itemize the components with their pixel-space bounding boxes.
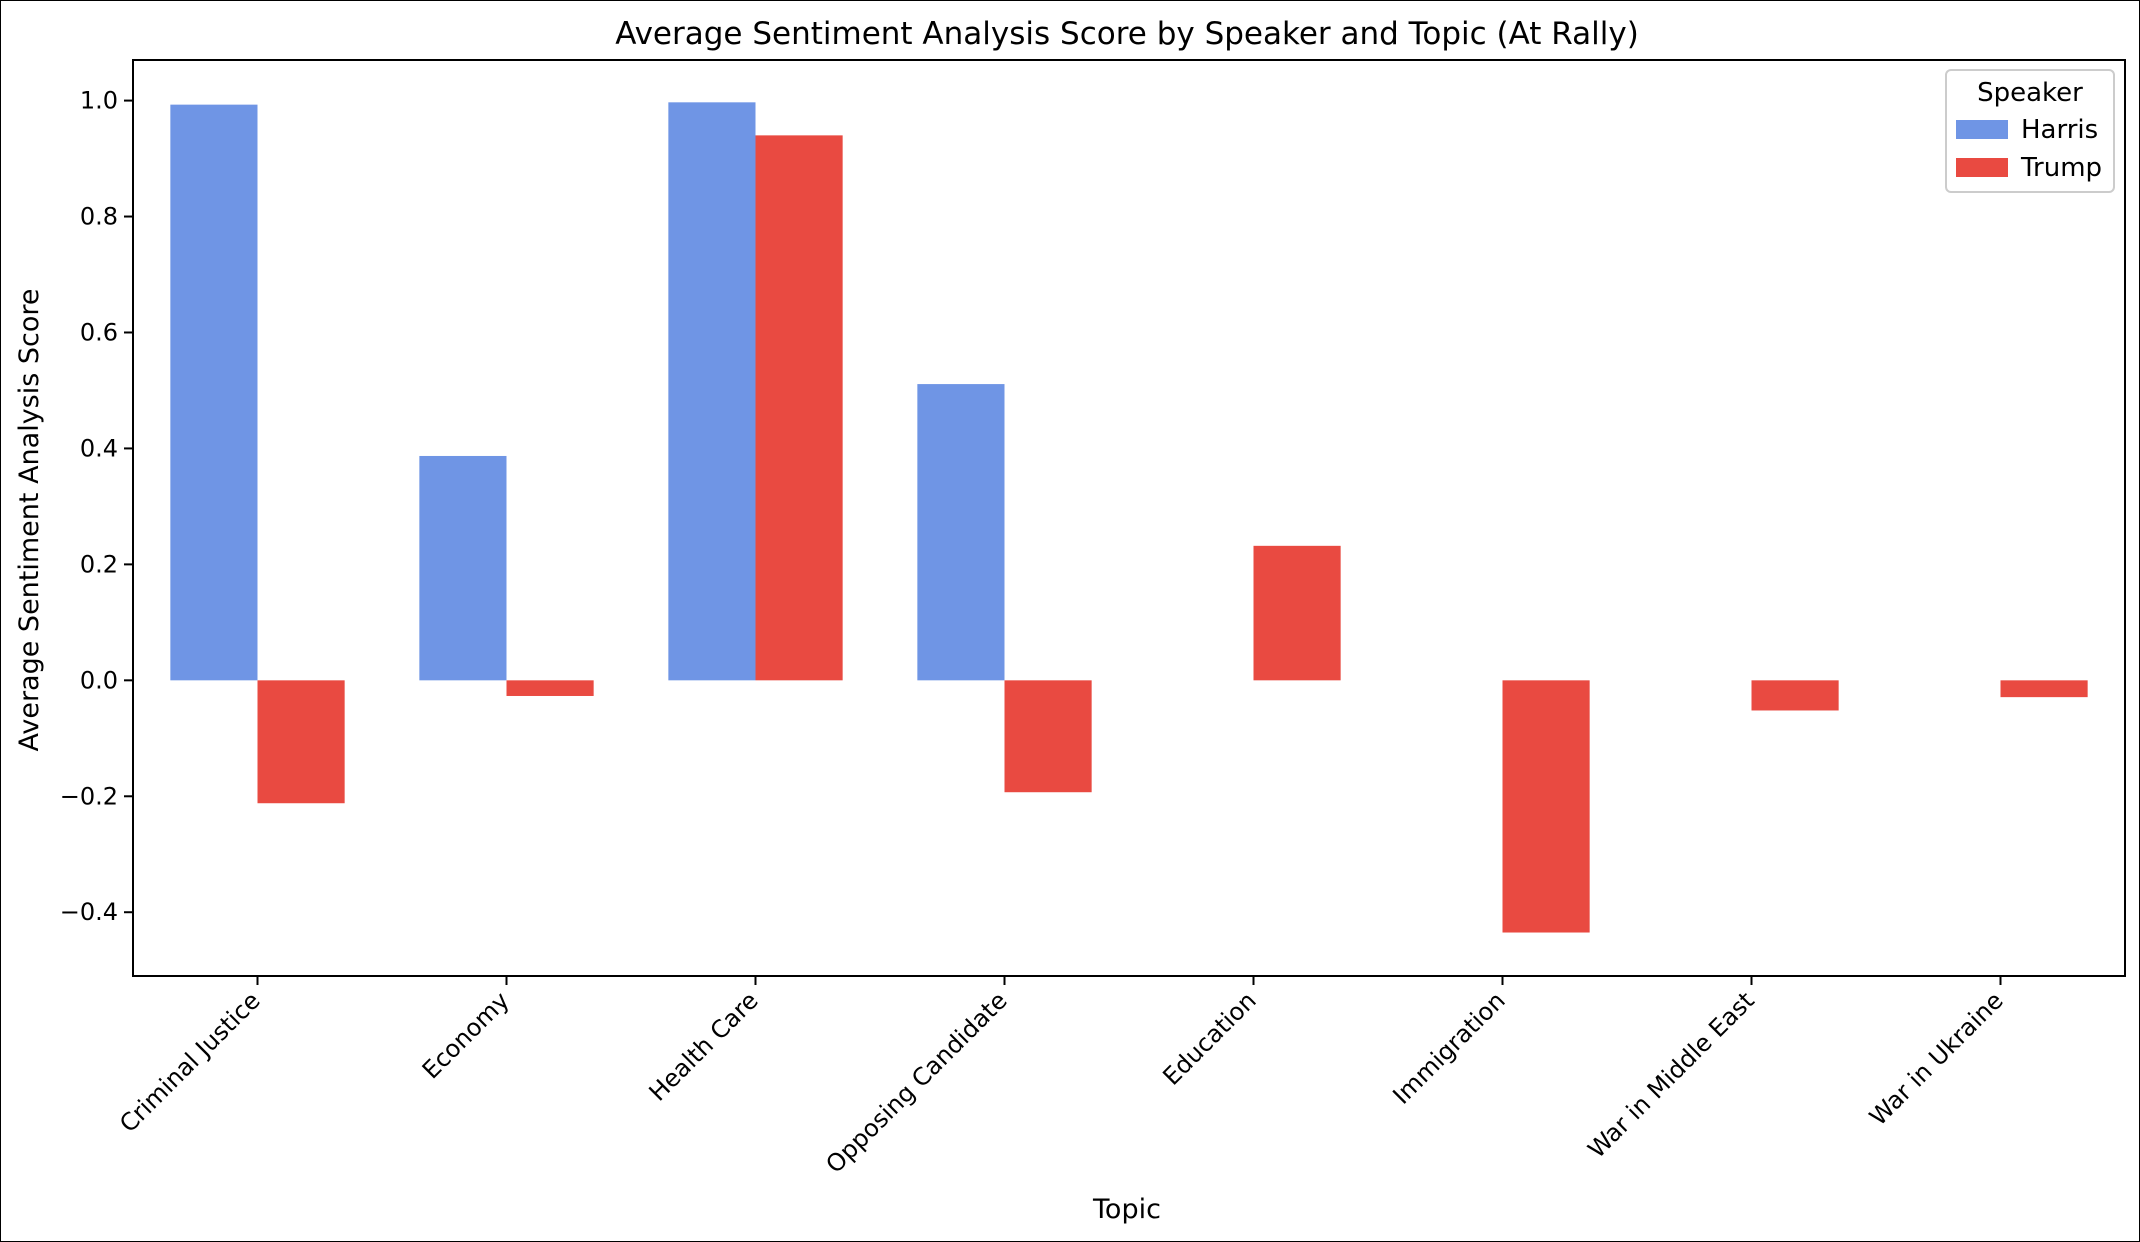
bar-harris-opposing-candidate — [917, 384, 1005, 681]
bar-trump-economy — [506, 680, 594, 696]
bar-trump-education — [1253, 545, 1341, 681]
y-tick-label: −0.2 — [60, 782, 118, 810]
bar-harris-criminal-justice — [170, 104, 258, 681]
y-tick-label: 0.8 — [80, 203, 118, 231]
plot-area-border — [132, 59, 2126, 977]
chart-title: Average Sentiment Analysis Score by Spea… — [615, 16, 1639, 52]
legend: Speaker Harris Trump — [1945, 69, 2115, 193]
x-tick-label-education: Education — [1157, 986, 1261, 1090]
bar-harris-health-care — [668, 102, 756, 681]
x-ticks-group: Criminal Justice Economy Health Care Opposi… — [114, 976, 2009, 1179]
y-tick-label: 0.0 — [80, 666, 118, 694]
bar-trump-opposing-candidate — [1004, 680, 1092, 793]
bars-group — [170, 102, 2088, 933]
x-tick-label-opposing-candidate: Opposing Candidate — [820, 986, 1012, 1178]
y-tick-label: 0.4 — [80, 434, 118, 462]
bar-harris-economy — [419, 455, 507, 681]
bar-trump-immigration — [1502, 680, 1590, 933]
x-tick-label-war-in-middle-east: War in Middle East — [1583, 986, 1760, 1163]
legend-label-trump: Trump — [2020, 153, 2102, 183]
bar-trump-criminal-justice — [257, 680, 345, 804]
legend-swatch-harris — [1956, 120, 2008, 139]
x-tick-label-immigration: Immigration — [1387, 986, 1510, 1109]
y-ticks-group: 1.0 0.8 0.6 0.4 0.2 0.0 −0.2 −0.4 — [60, 87, 133, 926]
legend-title: Speaker — [1977, 78, 2083, 108]
legend-swatch-trump — [1956, 158, 2008, 177]
y-tick-label: 1.0 — [80, 87, 118, 115]
y-tick-label: 0.6 — [80, 318, 118, 346]
x-tick-label-war-in-ukraine: War in Ukraine — [1864, 986, 2009, 1131]
x-tick-label-health-care: Health Care — [644, 986, 764, 1106]
bar-trump-war-in-ukraine — [2000, 680, 2088, 698]
x-tick-label-criminal-justice: Criminal Justice — [114, 986, 266, 1138]
y-tick-label: −0.4 — [60, 898, 118, 926]
y-tick-label: 0.2 — [80, 550, 118, 578]
x-axis-label: Topic — [1092, 1194, 1161, 1225]
bar-trump-health-care — [755, 135, 843, 681]
x-tick-label-economy: Economy — [417, 986, 515, 1084]
legend-label-harris: Harris — [2021, 115, 2098, 145]
bar-trump-war-in-middle-east — [1751, 680, 1839, 711]
y-axis-label: Average Sentiment Analysis Score — [14, 288, 45, 751]
